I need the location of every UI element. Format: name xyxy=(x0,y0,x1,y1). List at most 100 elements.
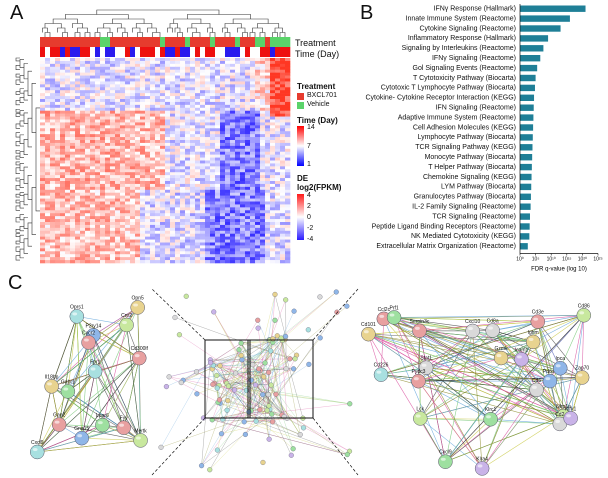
heatmap-cell xyxy=(115,251,121,255)
heatmap-cell xyxy=(50,248,56,252)
heatmap-cell xyxy=(55,154,61,158)
heatmap-cell xyxy=(90,210,96,214)
heatmap-cell xyxy=(140,172,146,176)
interaction-edge xyxy=(51,386,103,426)
heatmap-cell xyxy=(170,116,176,120)
heatmap-cell xyxy=(265,169,271,173)
heatmap-cell xyxy=(225,222,231,226)
heatmap-cell xyxy=(115,87,121,91)
heatmap-cell xyxy=(115,125,121,129)
heatmap-cell xyxy=(195,257,201,261)
heatmap-cell xyxy=(205,219,211,223)
heatmap-cell xyxy=(265,157,271,161)
interaction-edge xyxy=(244,421,348,455)
heatmap-cell xyxy=(240,219,246,223)
heatmap-cell xyxy=(180,99,186,103)
heatmap-cell xyxy=(230,157,236,161)
heatmap-cell xyxy=(275,104,281,109)
heatmap-cell xyxy=(140,142,146,147)
heatmap-cell xyxy=(255,151,261,155)
heatmap-cell xyxy=(260,151,266,155)
heatmap-cell xyxy=(180,63,186,68)
heatmap-cell xyxy=(230,242,236,246)
heatmap-cell xyxy=(220,134,226,138)
heatmap-cell xyxy=(75,257,81,261)
heatmap-cell xyxy=(270,113,276,117)
heatmap-cell xyxy=(85,104,91,109)
heatmap-cell xyxy=(55,160,61,164)
interaction-edge xyxy=(383,318,534,343)
heatmap-cell xyxy=(220,58,226,62)
heatmap-cell xyxy=(115,242,121,246)
heatmap-cell xyxy=(160,166,166,170)
heatmap-cell xyxy=(185,254,191,258)
heatmap-cell xyxy=(120,242,126,246)
treatment-cell xyxy=(130,37,136,47)
heatmap-cell xyxy=(70,84,76,88)
heatmap-cell xyxy=(195,236,201,240)
heatmap-cell xyxy=(145,192,151,196)
interaction-edge xyxy=(37,440,141,453)
heatmap-cell xyxy=(235,251,241,255)
heatmap-cell xyxy=(165,154,171,158)
heatmap-cell xyxy=(225,148,231,153)
heatmap-cell xyxy=(220,204,226,208)
heatmap-cell xyxy=(265,227,271,232)
heatmap-cell xyxy=(110,175,116,179)
heatmap-cell xyxy=(105,227,111,232)
heatmap-cell xyxy=(110,137,116,141)
heatmap-cell xyxy=(175,66,181,71)
protein-label: Fpr1 xyxy=(90,359,101,365)
protein-node xyxy=(194,391,200,397)
legend-time-colorbar xyxy=(297,126,304,166)
heatmap-cell xyxy=(225,172,231,176)
heatmap-cell xyxy=(60,227,66,232)
heatmap-cell xyxy=(155,245,161,249)
heatmap-cell xyxy=(245,160,251,164)
heatmap-cell xyxy=(45,245,51,249)
heatmap-cell xyxy=(150,222,156,226)
heatmap-cell xyxy=(70,63,76,68)
heatmap-cell xyxy=(40,186,46,191)
heatmap-cell xyxy=(255,236,261,240)
interaction-edge xyxy=(160,359,211,448)
heatmap-cell xyxy=(275,219,281,223)
heatmap-cell xyxy=(85,137,91,141)
heatmap-cell xyxy=(130,248,136,252)
interaction-edge xyxy=(203,335,278,419)
heatmap-cell xyxy=(215,96,221,100)
heatmap-cell xyxy=(285,84,291,88)
heatmap-cell xyxy=(180,75,186,79)
heatmap-cell xyxy=(250,210,256,214)
heatmap-cell xyxy=(210,78,216,82)
heatmap-cell xyxy=(160,224,166,229)
heatmap-cell xyxy=(245,58,251,62)
heatmap-cell xyxy=(105,242,111,246)
heatmap-cell xyxy=(280,87,286,91)
heatmap-cell xyxy=(70,186,76,191)
heatmap-cell xyxy=(65,222,71,226)
heatmap-cell xyxy=(225,254,231,258)
heatmap-cell xyxy=(240,140,246,144)
heatmap-cell xyxy=(220,160,226,164)
heatmap-cell xyxy=(50,113,56,117)
heatmap-cell xyxy=(240,201,246,205)
heatmap-cell xyxy=(150,101,156,106)
bar xyxy=(520,55,541,62)
protein-node xyxy=(199,463,205,469)
heatmap-cell xyxy=(250,160,256,164)
heatmap-cell xyxy=(145,148,151,153)
heatmap-cell xyxy=(110,142,116,147)
heatmap-cell xyxy=(70,257,76,261)
heatmap-cell xyxy=(235,219,241,223)
interaction-edge xyxy=(559,368,564,417)
heatmap-cell xyxy=(275,125,281,129)
heatmap-cell xyxy=(170,60,176,65)
heatmap-cell xyxy=(165,201,171,205)
heatmap-cell xyxy=(55,116,61,120)
heatmap-cell xyxy=(175,107,181,112)
heatmap-cell xyxy=(100,78,106,82)
heatmap-cell xyxy=(200,87,206,91)
heatmap-cell xyxy=(235,181,241,185)
interaction-edge xyxy=(81,357,140,439)
